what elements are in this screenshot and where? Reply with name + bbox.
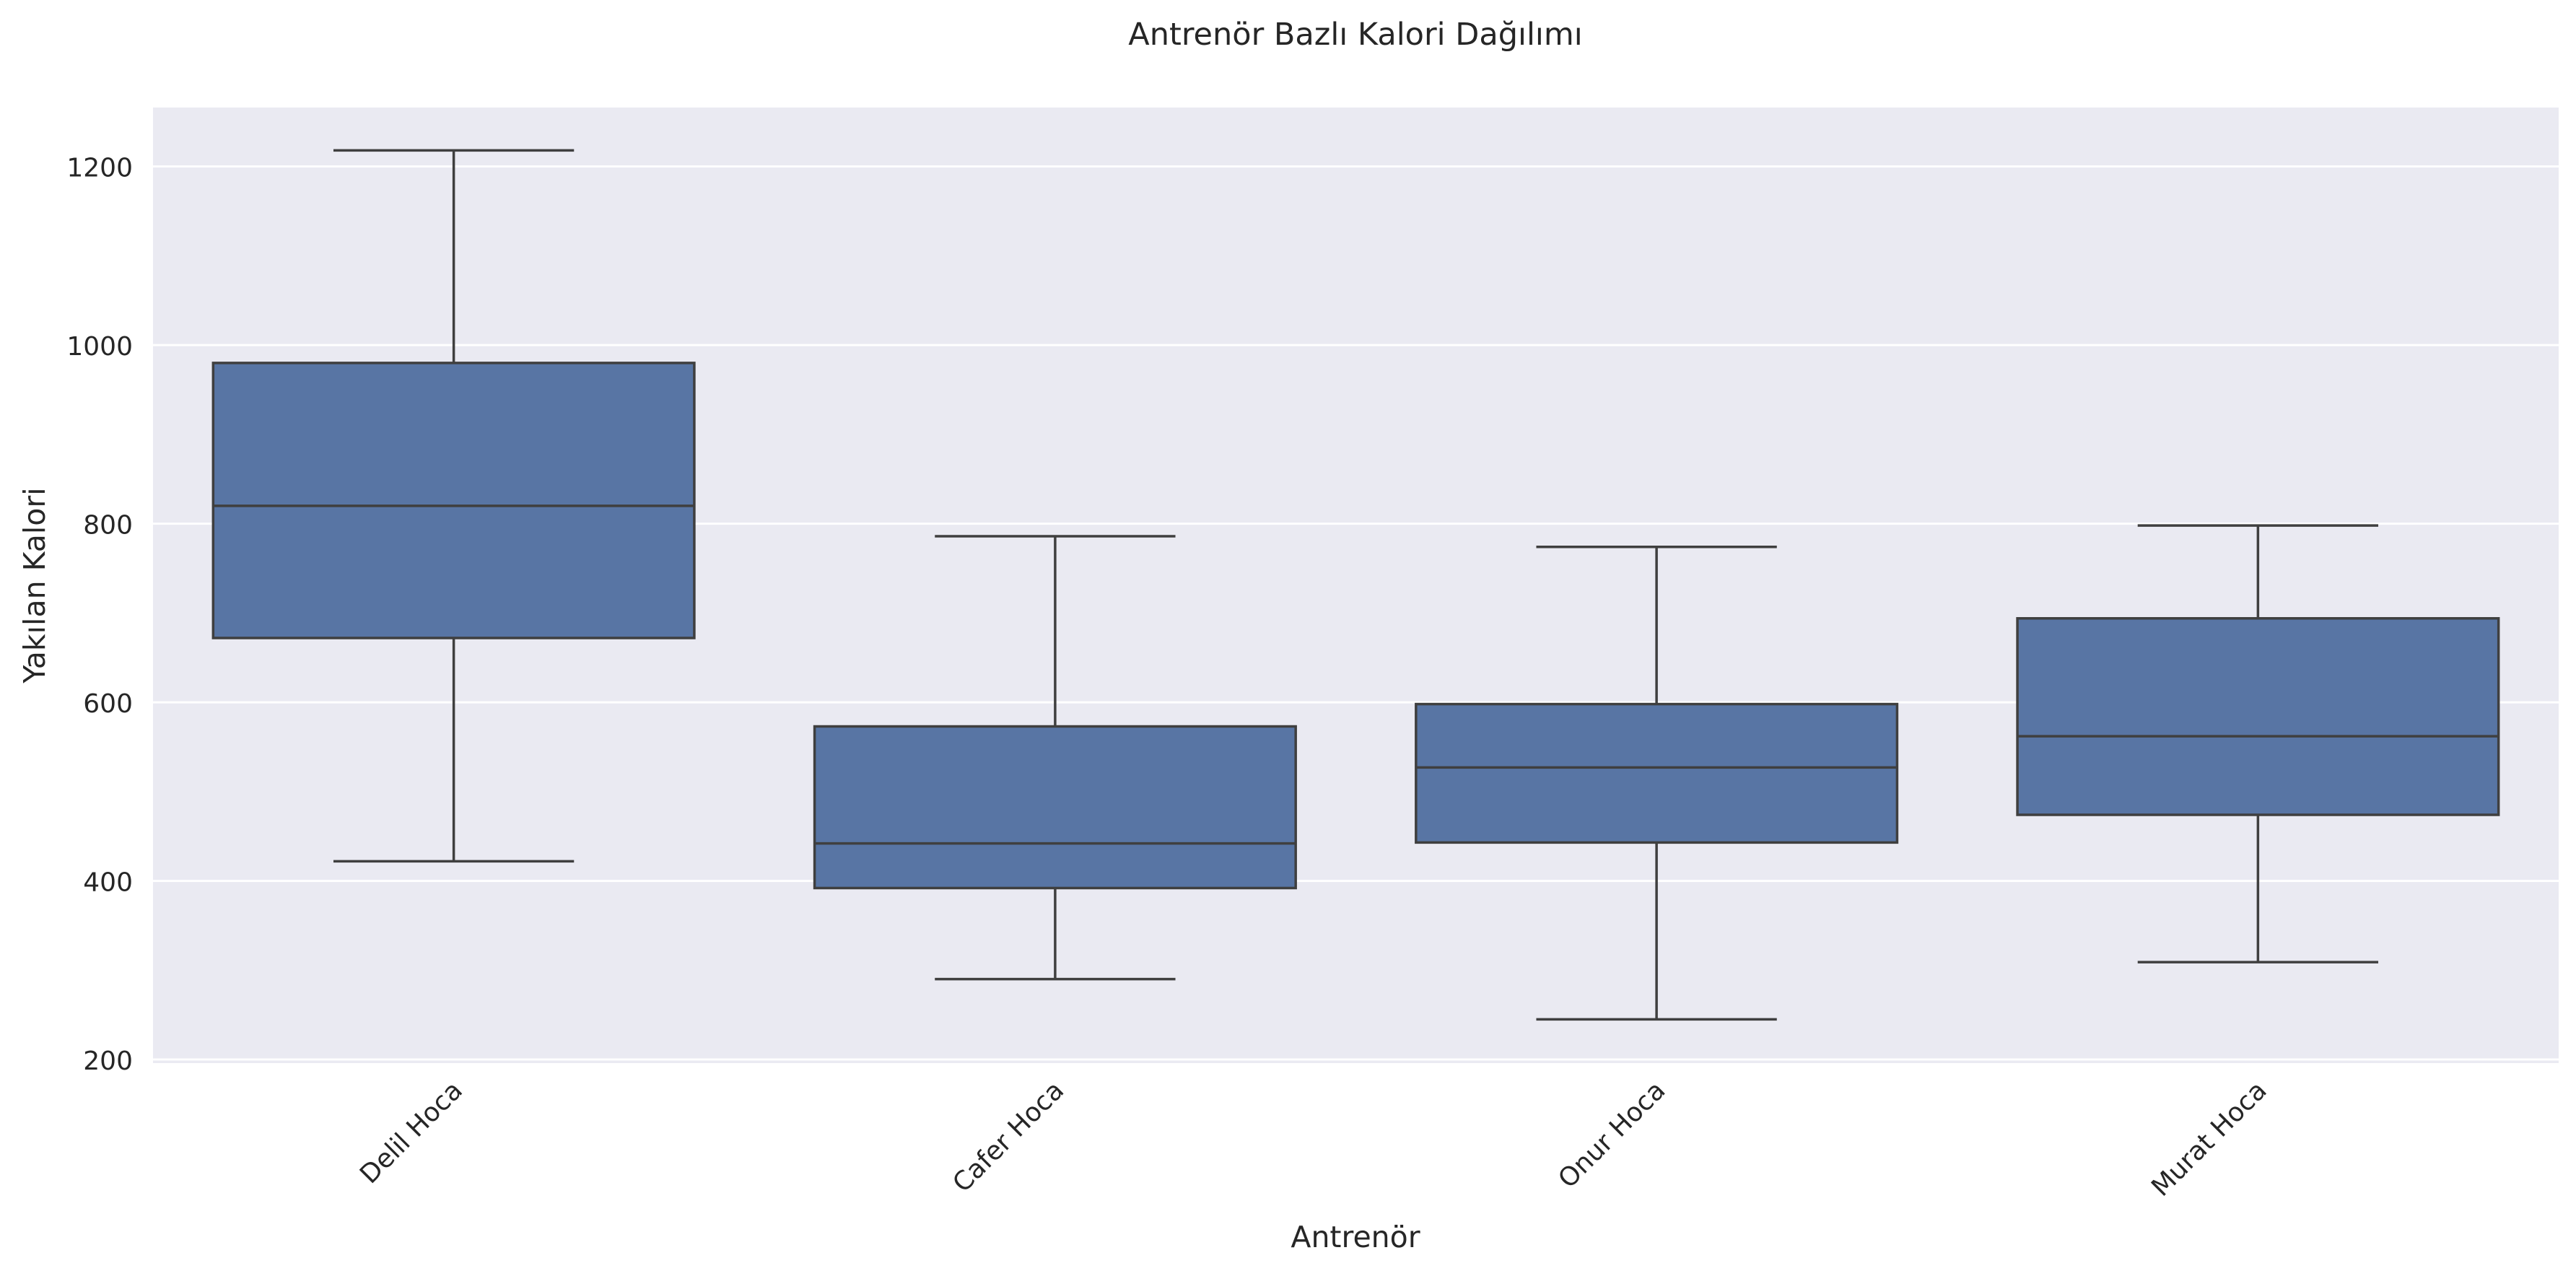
y-tick-label: 1200 (66, 154, 133, 183)
box (2016, 617, 2500, 816)
y-tick-labels: 200 400 600 800 1000 1200 (66, 154, 133, 1076)
y-tick-label: 400 (83, 868, 133, 898)
x-tick-label: Cafer Hoca (947, 1075, 1070, 1198)
box (1415, 702, 1899, 844)
x-axis-label: Antrenör (1291, 1220, 1420, 1254)
box-group (2016, 524, 2500, 963)
y-tick-label: 800 (83, 511, 133, 541)
x-tick-label: Murat Hoca (2146, 1075, 2273, 1202)
x-tick-label: Delil Hoca (354, 1075, 468, 1189)
x-tick-label: Onur Hoca (1553, 1075, 1671, 1194)
boxes (211, 149, 2500, 1021)
x-tick-labels: Delil Hoca Cafer Hoca Onur Hoca Murat Hoca (354, 1075, 2273, 1202)
y-tick-label: 600 (83, 689, 133, 719)
box (211, 362, 696, 639)
box-group (211, 149, 696, 863)
box-group (1415, 546, 1899, 1021)
y-axis-label: Yakılan Kalori (17, 487, 52, 683)
box (813, 725, 1297, 890)
chart-title: Antrenör Bazlı Kalori Dağılımı (1128, 17, 1582, 53)
y-tick-label: 200 (83, 1046, 133, 1076)
box-group (813, 535, 1297, 981)
y-tick-label: 1000 (66, 332, 133, 362)
